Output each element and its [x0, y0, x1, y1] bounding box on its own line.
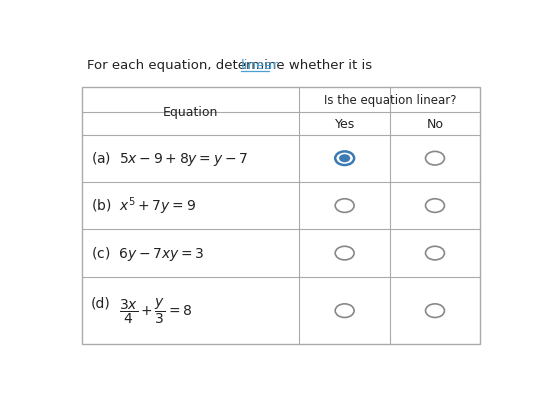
Circle shape — [335, 152, 354, 166]
Text: Yes: Yes — [335, 117, 355, 131]
Text: For each equation, determine whether it is: For each equation, determine whether it … — [87, 59, 376, 72]
Circle shape — [335, 247, 354, 260]
Text: Equation: Equation — [163, 105, 219, 118]
Text: $\dfrac{3x}{4}+\dfrac{y}{3}=8$: $\dfrac{3x}{4}+\dfrac{y}{3}=8$ — [119, 296, 192, 326]
Bar — [82, 88, 480, 344]
Text: (b)  $x^5+7y=9$: (b) $x^5+7y=9$ — [91, 195, 196, 217]
Text: (d): (d) — [91, 296, 110, 310]
Text: (a)  $5x-9+8y=y-7$: (a) $5x-9+8y=y-7$ — [91, 150, 248, 168]
Text: Is the equation linear?: Is the equation linear? — [324, 94, 456, 107]
Circle shape — [335, 304, 354, 318]
Circle shape — [426, 199, 445, 213]
Circle shape — [426, 152, 445, 166]
Text: (c)  $6y-7xy=3$: (c) $6y-7xy=3$ — [91, 245, 204, 262]
Circle shape — [426, 247, 445, 260]
Circle shape — [426, 304, 445, 318]
Text: linear: linear — [240, 59, 279, 72]
Circle shape — [335, 199, 354, 213]
Text: No: No — [426, 117, 443, 131]
Circle shape — [339, 155, 350, 163]
